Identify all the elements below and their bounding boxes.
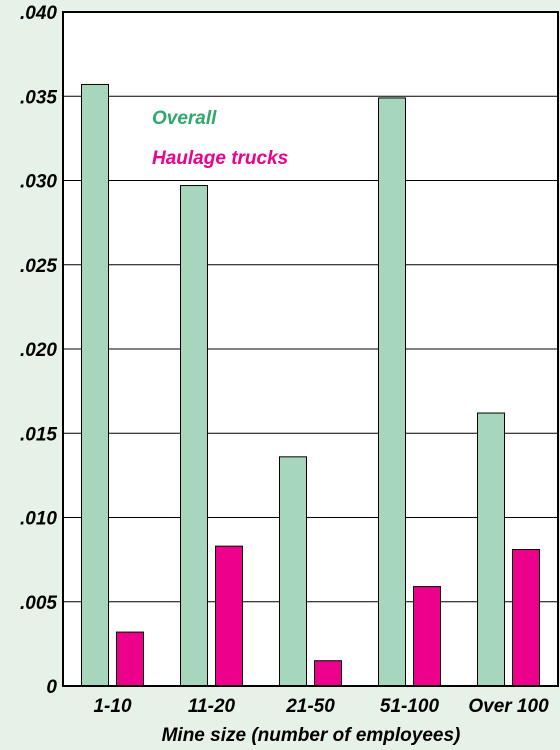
bar-haulage-trucks — [512, 549, 540, 687]
y-tick-label: .010 — [20, 509, 57, 530]
x-tick-label: Over 100 — [468, 696, 549, 717]
plot-frame — [62, 11, 559, 687]
x-tick-label: 51-100 — [380, 696, 440, 717]
bar-haulage-trucks — [314, 660, 342, 687]
bar-overall — [81, 83, 109, 687]
gridlines — [63, 95, 558, 603]
y-tick-label: .020 — [20, 340, 57, 361]
legend-label: Overall — [152, 108, 217, 129]
y-tick-label: .035 — [20, 87, 57, 108]
bar-overall — [180, 185, 208, 687]
x-tick-label: 21-50 — [285, 696, 335, 717]
legend: Overall Haulage trucks — [152, 108, 288, 169]
y-tick-label: 0 — [46, 677, 57, 698]
bar-overall — [378, 97, 406, 687]
y-tick-label: .025 — [20, 256, 57, 277]
bar-haulage-trucks — [215, 545, 243, 687]
x-axis-ticks: 1-10 11-20 21-50 51-100 Over 100 — [93, 696, 549, 717]
bar-haulage-trucks — [413, 586, 441, 687]
y-tick-label: .005 — [20, 593, 57, 614]
y-tick-label: .015 — [20, 424, 57, 445]
legend-label: Haulage trucks — [152, 148, 288, 169]
x-axis-label: Mine size (number of employees) — [162, 725, 461, 746]
y-tick-label: .030 — [20, 172, 57, 193]
bar-overall — [279, 456, 307, 687]
x-tick-label: 11-20 — [188, 696, 236, 717]
bar-haulage-trucks — [116, 631, 144, 687]
bar-overall — [477, 412, 505, 687]
x-tick-label: 1-10 — [93, 696, 131, 717]
y-tick-label: .040 — [20, 3, 57, 24]
y-axis-ticks: 0 .005 .010 .015 .020 .025 .030 .035 .040 — [20, 3, 57, 698]
